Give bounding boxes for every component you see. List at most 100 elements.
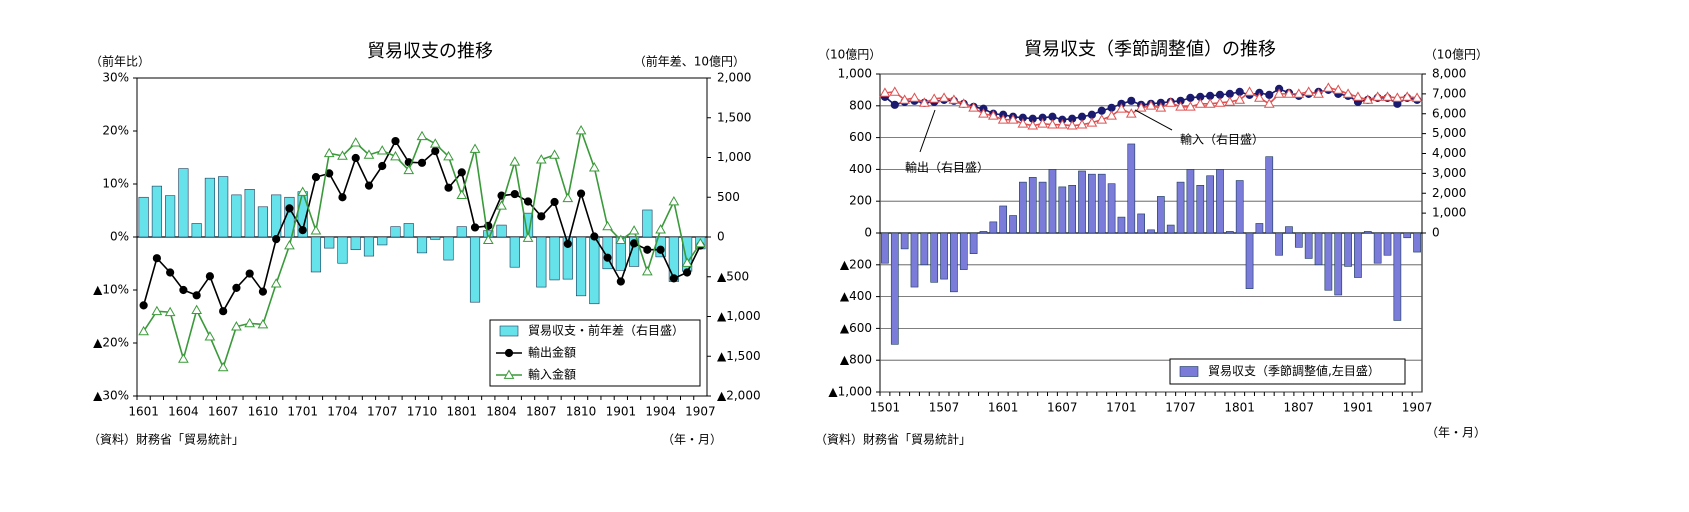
y-tick-label: 400 (849, 162, 872, 176)
y2-tick-label: 6,000 (1432, 106, 1466, 120)
y-tick-label: 0% (110, 230, 129, 244)
y2-tick-label: ▲1,000 (717, 309, 761, 323)
point (350, 137, 362, 147)
x-tick-label: 1901 (606, 405, 637, 419)
point (351, 153, 360, 163)
point (879, 87, 891, 97)
x-tick-label: 1507 (929, 401, 960, 415)
bar (1235, 180, 1244, 234)
point (1047, 119, 1058, 129)
bar (589, 236, 600, 305)
point (509, 156, 521, 166)
point (656, 245, 665, 254)
y2-tick-label: ▲500 (717, 269, 749, 283)
point (1106, 110, 1117, 120)
bar (151, 185, 162, 238)
bar (244, 189, 255, 238)
point (258, 287, 268, 296)
point (1254, 92, 1265, 102)
point (1273, 88, 1285, 98)
point (403, 164, 415, 175)
bar (562, 236, 573, 280)
point (1283, 88, 1295, 98)
point (1293, 88, 1305, 98)
legend-box (1169, 358, 1406, 385)
bar (416, 236, 428, 254)
point (1323, 82, 1334, 92)
point (978, 108, 989, 118)
point (938, 92, 950, 102)
point (643, 245, 652, 254)
point (1066, 120, 1078, 130)
point (1372, 91, 1384, 101)
point (1391, 92, 1403, 102)
bar (1265, 156, 1274, 234)
point (1096, 114, 1108, 124)
point (1125, 108, 1137, 118)
point (457, 168, 466, 177)
point (1145, 100, 1157, 110)
point (257, 318, 269, 329)
point (378, 161, 387, 171)
point (205, 272, 215, 281)
bar (165, 195, 176, 238)
point (1037, 118, 1048, 128)
point (681, 257, 693, 267)
x-axis-label: （年・月） (1426, 426, 1486, 440)
point (1056, 119, 1068, 129)
y-tick-label: 600 (849, 130, 872, 144)
y2-tick-label: 2,000 (717, 71, 751, 85)
bar (257, 206, 269, 238)
point (284, 239, 295, 250)
y-tick-label: ▲30% (93, 389, 129, 403)
bar (1157, 196, 1165, 234)
legend-swatch (499, 325, 519, 337)
bar (204, 177, 215, 238)
bar (920, 232, 929, 266)
x-tick-label: 1710 (407, 405, 438, 419)
bar (390, 226, 401, 238)
bar (443, 236, 454, 261)
x-axis-label: （年・月） (662, 433, 722, 447)
point (231, 321, 242, 331)
point (429, 138, 441, 148)
x-tick-label: 1801 (1224, 401, 1255, 415)
bar (496, 224, 507, 238)
point (139, 301, 148, 310)
bar (950, 232, 958, 293)
point (1076, 119, 1088, 129)
bar (969, 232, 978, 254)
bar (430, 236, 441, 240)
point (1332, 84, 1344, 94)
point (522, 232, 534, 242)
y2-tick-label: 8,000 (1432, 67, 1466, 81)
bar (191, 223, 202, 238)
point (669, 274, 678, 283)
point (890, 100, 899, 109)
point (444, 183, 453, 192)
point (615, 234, 627, 245)
point (310, 225, 322, 235)
source-note: （資料）財務省「貿易統計」 (815, 432, 971, 447)
y-tick-label: 0 (864, 226, 872, 240)
point (1155, 102, 1167, 112)
y-tick-label: 1,000 (838, 67, 872, 81)
point (616, 277, 625, 286)
point (164, 306, 176, 317)
point (496, 200, 507, 210)
bar (363, 236, 375, 257)
bar (1225, 231, 1234, 234)
point (270, 278, 282, 288)
bar (310, 236, 322, 273)
point (958, 98, 970, 108)
point (997, 114, 1009, 124)
y2-tick-label: 1,500 (717, 110, 751, 124)
point (297, 186, 309, 196)
bar (350, 236, 361, 251)
bar (575, 236, 587, 297)
point (217, 361, 229, 372)
y-tick-label: ▲10% (93, 283, 129, 297)
y-tick-label: ▲400 (840, 289, 872, 303)
point (550, 197, 559, 207)
bar (469, 236, 481, 303)
